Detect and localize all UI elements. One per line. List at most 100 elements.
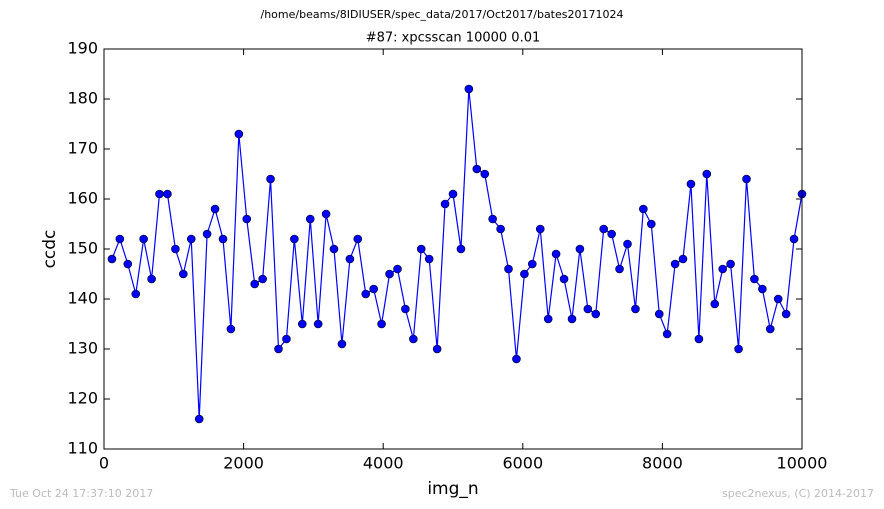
- x-tick-label: 2000: [223, 454, 264, 473]
- data-point: [258, 274, 267, 284]
- y-tick-label: 120: [67, 389, 98, 408]
- data-point: [583, 304, 593, 314]
- y-tick-label: 180: [67, 89, 98, 108]
- data-point: [186, 234, 196, 244]
- data-point: [527, 259, 537, 269]
- data-point: [234, 129, 244, 139]
- data-point: [424, 254, 434, 264]
- data-point: [789, 234, 799, 244]
- data-point: [409, 334, 418, 344]
- data-point: [361, 289, 371, 299]
- data-point: [647, 219, 656, 229]
- data-point: [163, 189, 172, 199]
- data-point: [488, 214, 497, 224]
- data-point: [416, 244, 426, 254]
- data-point: [123, 259, 133, 269]
- data-point: [702, 169, 712, 179]
- data-point: [480, 169, 490, 179]
- data-point: [520, 269, 529, 279]
- data-point: [504, 264, 513, 274]
- data-point: [210, 204, 220, 214]
- data-point: [543, 314, 553, 324]
- data-point: [781, 309, 791, 319]
- y-tick-label: 140: [67, 289, 98, 308]
- data-point: [670, 259, 680, 269]
- data-point: [464, 84, 474, 94]
- data-point: [266, 174, 275, 184]
- data-point: [535, 224, 545, 234]
- data-point: [313, 319, 323, 329]
- data-point: [147, 274, 156, 284]
- data-point: [765, 324, 775, 334]
- data-point: [194, 414, 204, 424]
- data-point: [298, 319, 307, 329]
- data-point: [345, 254, 355, 264]
- data-point: [393, 264, 402, 274]
- data-point: [329, 244, 339, 254]
- data-point: [710, 299, 720, 309]
- data-point: [178, 269, 188, 279]
- data-point: [575, 244, 585, 254]
- footer-right: spec2nexus, (C) 2014-2017: [722, 487, 874, 500]
- y-tick-label: 130: [67, 339, 98, 358]
- data-point: [694, 334, 704, 344]
- data-point: [139, 234, 148, 244]
- data-point: [734, 344, 743, 354]
- data-point: [171, 244, 180, 254]
- data-point: [551, 249, 561, 259]
- data-point: [290, 234, 299, 244]
- data-point: [401, 304, 410, 314]
- data-point: [242, 214, 252, 224]
- y-tick-label: 170: [67, 139, 98, 158]
- data-point: [432, 344, 442, 354]
- data-point: [448, 189, 458, 199]
- data-point: [567, 314, 577, 324]
- data-point: [639, 204, 648, 214]
- data-point: [591, 309, 601, 319]
- y-tick-label: 190: [67, 39, 98, 58]
- data-point: [512, 354, 521, 364]
- data-point: [274, 344, 283, 354]
- data-point: [559, 274, 569, 284]
- y-tick-label: 150: [67, 239, 98, 258]
- chart-subtitle: #87: xpcsscan 10000 0.01: [366, 31, 541, 46]
- data-point: [369, 284, 379, 294]
- x-tick-label: 4000: [363, 454, 404, 473]
- data-point: [337, 339, 347, 349]
- footer-left: Tue Oct 24 17:37:10 2017: [9, 487, 153, 500]
- data-point: [623, 239, 632, 249]
- x-tick-label: 8000: [642, 454, 683, 473]
- data-point: [202, 229, 212, 239]
- data-point: [107, 254, 117, 264]
- x-tick-label: 0: [99, 454, 109, 473]
- x-axis-label: img_n: [427, 479, 478, 499]
- data-line: [111, 88, 803, 420]
- data-point: [750, 274, 759, 284]
- data-point: [631, 304, 640, 314]
- data-point: [385, 269, 394, 279]
- data-point: [773, 294, 783, 304]
- data-point: [321, 209, 331, 219]
- x-tick-label: 6000: [502, 454, 543, 473]
- y-tick-label: 160: [67, 189, 98, 208]
- data-point: [678, 254, 688, 264]
- chart-title: /home/beams/8IDIUSER/spec_data/2017/Oct2…: [261, 8, 624, 21]
- data-point: [742, 174, 751, 184]
- data-point: [353, 234, 363, 244]
- data-point: [654, 309, 664, 319]
- data-point: [305, 214, 315, 224]
- data-point: [662, 329, 672, 339]
- data-point: [599, 224, 608, 234]
- data-point: [758, 284, 767, 294]
- y-axis-label: ccdc: [40, 230, 60, 269]
- data-point: [155, 189, 164, 199]
- data-point: [282, 334, 291, 344]
- data-point: [250, 279, 259, 289]
- data-point: [726, 259, 735, 269]
- data-point: [718, 264, 728, 274]
- data-point: [440, 199, 450, 209]
- data-point: [226, 324, 236, 334]
- data-point: [115, 234, 125, 244]
- data-point: [686, 179, 696, 189]
- data-point: [607, 229, 616, 239]
